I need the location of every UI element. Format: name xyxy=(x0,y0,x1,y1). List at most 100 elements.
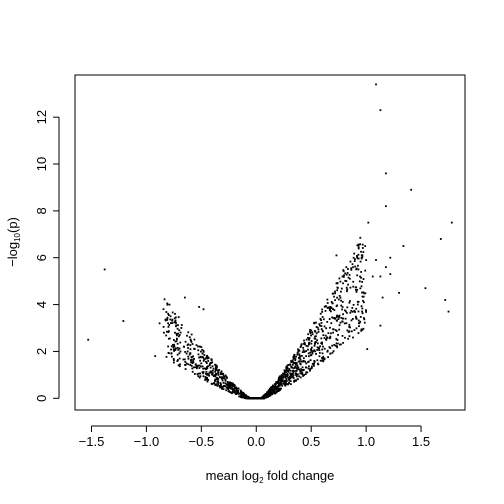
data-point xyxy=(267,392,269,394)
data-point xyxy=(303,349,305,351)
data-point xyxy=(186,363,188,365)
data-point xyxy=(321,311,323,313)
data-point xyxy=(324,358,326,360)
data-point xyxy=(187,356,189,358)
data-point xyxy=(330,306,332,308)
data-point xyxy=(175,324,177,326)
data-point xyxy=(173,347,175,349)
data-point xyxy=(194,339,196,341)
data-point-outlier xyxy=(336,254,338,256)
data-point-outlier xyxy=(122,320,124,322)
data-point-outlier xyxy=(154,355,156,357)
data-point xyxy=(218,372,220,374)
data-point xyxy=(284,385,286,387)
data-point xyxy=(251,397,253,399)
data-point xyxy=(270,395,272,397)
data-point xyxy=(177,324,179,326)
data-point xyxy=(332,332,334,334)
data-point xyxy=(185,341,187,343)
data-point xyxy=(302,361,304,363)
data-point xyxy=(314,343,316,345)
data-point xyxy=(271,392,273,394)
data-point xyxy=(364,270,366,272)
data-point xyxy=(321,322,323,324)
data-point xyxy=(305,371,307,373)
data-point xyxy=(210,370,212,372)
data-point xyxy=(310,348,312,350)
data-point xyxy=(217,382,219,384)
data-point xyxy=(249,397,251,399)
data-point xyxy=(296,368,298,370)
data-point xyxy=(311,340,313,342)
data-point xyxy=(232,385,234,387)
data-point xyxy=(193,348,195,350)
data-point xyxy=(198,353,200,355)
data-point xyxy=(362,251,364,253)
data-point xyxy=(329,309,331,311)
data-point-outlier xyxy=(389,257,391,259)
data-point xyxy=(186,335,188,337)
data-point xyxy=(349,335,351,337)
data-point xyxy=(351,319,353,321)
data-point xyxy=(179,358,181,360)
data-point xyxy=(258,397,260,399)
data-point xyxy=(293,367,295,369)
data-point xyxy=(167,304,169,306)
data-point xyxy=(322,334,324,336)
data-point xyxy=(342,269,344,271)
data-point xyxy=(312,353,314,355)
data-point xyxy=(346,322,348,324)
data-point xyxy=(289,368,291,370)
data-point xyxy=(306,339,308,341)
data-point xyxy=(318,323,320,325)
data-point xyxy=(302,351,304,353)
data-point xyxy=(274,388,276,390)
data-point xyxy=(301,355,303,357)
data-point xyxy=(292,372,294,374)
data-point xyxy=(174,321,176,323)
data-point xyxy=(168,326,170,328)
data-point xyxy=(318,349,320,351)
data-point xyxy=(362,296,364,298)
data-point xyxy=(305,350,307,352)
data-point xyxy=(290,383,292,385)
data-point xyxy=(216,385,218,387)
data-point xyxy=(267,394,269,396)
data-point xyxy=(207,360,209,362)
data-point xyxy=(202,368,204,370)
x-axis-title: mean log2 fold change xyxy=(206,468,335,485)
data-point-outlier xyxy=(372,276,374,278)
data-point-outlier xyxy=(198,306,200,308)
y-axis-title: −log10(p) xyxy=(5,217,22,267)
data-point xyxy=(336,330,338,332)
y-tick-label: 6 xyxy=(34,254,49,261)
data-point xyxy=(308,342,310,344)
data-point xyxy=(269,390,271,392)
data-point xyxy=(305,366,307,368)
data-point xyxy=(281,385,283,387)
data-point xyxy=(362,247,364,249)
y-axis: 0 2 4 6 8 10 12 xyxy=(34,110,59,402)
data-point xyxy=(190,348,192,350)
data-point xyxy=(336,289,338,291)
data-point-outlier xyxy=(192,362,194,364)
data-point xyxy=(355,289,357,291)
data-point xyxy=(364,322,366,324)
data-point xyxy=(332,293,334,295)
data-point xyxy=(320,360,322,362)
data-point xyxy=(324,326,326,328)
data-point xyxy=(317,342,319,344)
data-point xyxy=(334,292,336,294)
data-point xyxy=(314,345,316,347)
data-point xyxy=(298,349,300,351)
data-point xyxy=(240,396,242,398)
data-point xyxy=(214,379,216,381)
data-point xyxy=(177,333,179,335)
y-tick-label: 0 xyxy=(34,395,49,402)
data-point xyxy=(304,361,306,363)
data-point-outlier xyxy=(410,189,412,191)
data-point xyxy=(332,352,334,354)
data-point xyxy=(318,331,320,333)
data-point xyxy=(214,374,216,376)
data-point xyxy=(223,382,225,384)
